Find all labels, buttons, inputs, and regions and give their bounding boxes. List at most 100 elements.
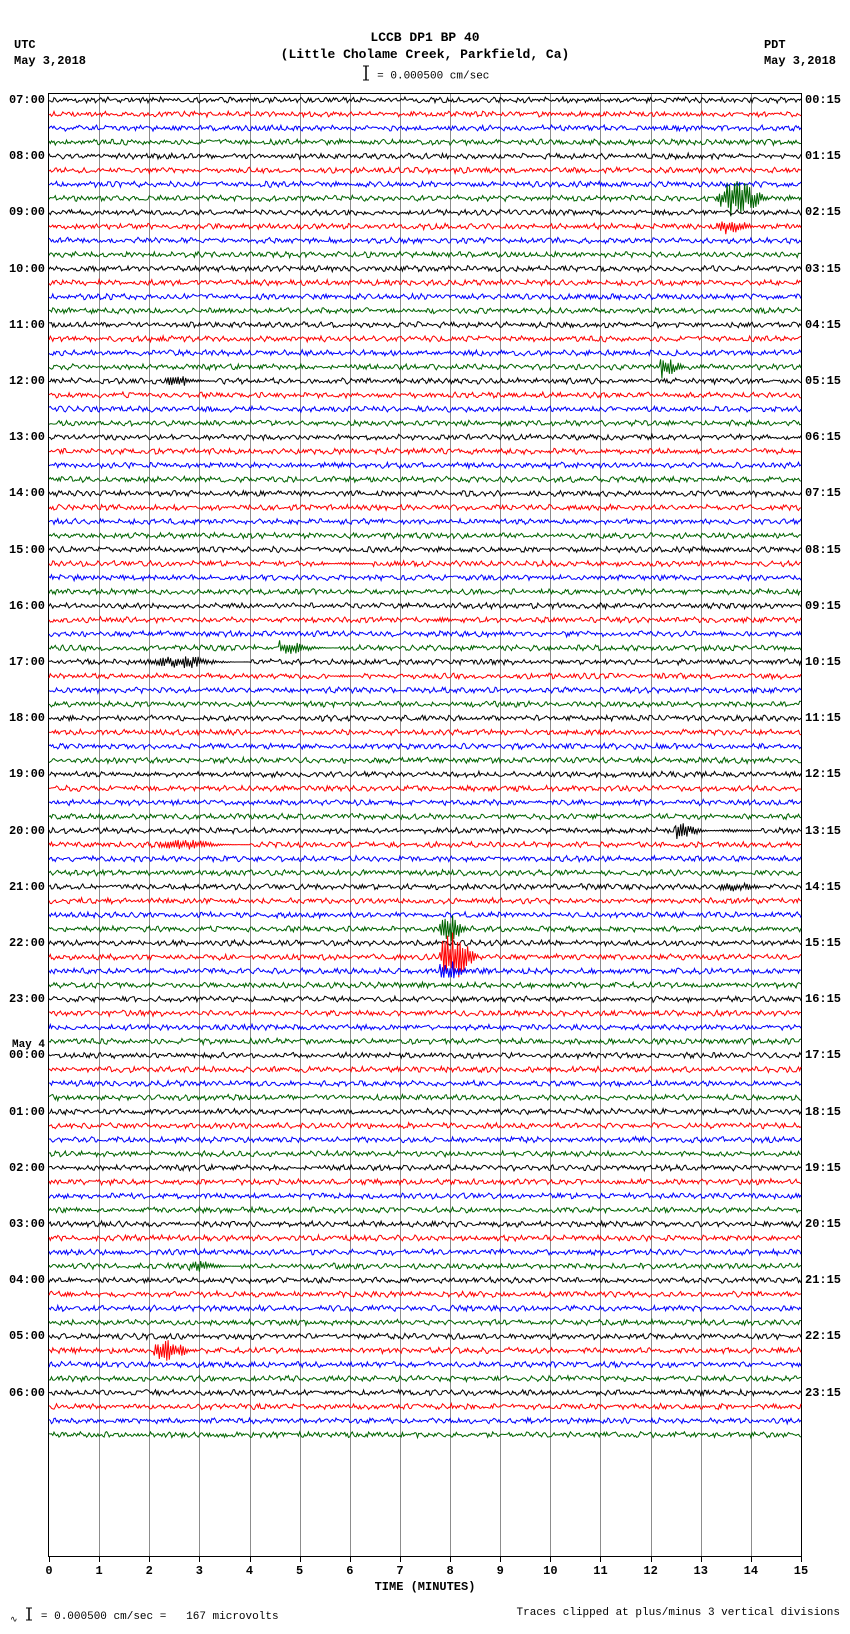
y-label-right: 16:15 (801, 992, 841, 1006)
seismic-trace (49, 308, 801, 314)
x-tick (801, 1556, 802, 1562)
seismic-trace (49, 915, 801, 941)
seismic-trace (49, 476, 801, 482)
y-label-left: 18:00 (9, 711, 49, 725)
y-label-right: 17:15 (801, 1048, 841, 1062)
seismic-trace (49, 252, 801, 258)
y-label-left: 13:00 (9, 430, 49, 444)
seismic-trace (49, 961, 801, 978)
seismic-trace (49, 1376, 801, 1382)
seismic-trace (49, 533, 801, 539)
y-label-left: 20:00 (9, 824, 49, 838)
seismic-trace (49, 1207, 801, 1213)
seismic-trace (49, 209, 801, 215)
y-label-right: 09:15 (801, 599, 841, 613)
y-label-right: 01:15 (801, 149, 841, 163)
footer-left: ∿ = 0.000500 cm/sec = 167 microvolts (10, 1607, 279, 1625)
seismic-trace (49, 376, 801, 385)
y-label-right: 21:15 (801, 1273, 841, 1287)
y-label-right: 00:15 (801, 93, 841, 107)
x-tick-label: 7 (396, 1564, 403, 1578)
y-label-right: 06:15 (801, 430, 841, 444)
header-left-block: UTC May 3,2018 (14, 38, 86, 69)
y-label-left: 09:00 (9, 205, 49, 219)
seismic-trace (49, 237, 801, 243)
seismic-trace (49, 1291, 801, 1297)
tz-right: PDT (764, 38, 836, 54)
seismic-trace (49, 434, 801, 440)
seismic-trace (49, 1137, 801, 1143)
x-tick (600, 1556, 601, 1562)
seismic-trace (49, 1123, 801, 1129)
x-tick (701, 1556, 702, 1562)
x-tick-label: 10 (543, 1564, 557, 1578)
seismic-trace (49, 1362, 801, 1368)
seismic-trace (49, 167, 801, 173)
x-tick-label: 12 (643, 1564, 657, 1578)
seismic-trace (49, 589, 801, 595)
x-tick (550, 1556, 551, 1562)
seismic-trace (49, 1221, 801, 1227)
seismic-trace (49, 1319, 801, 1325)
x-tick-label: 11 (593, 1564, 607, 1578)
y-label-right: 08:15 (801, 543, 841, 557)
scale-text: = 0.000500 cm/sec (371, 70, 490, 82)
seismic-trace (49, 743, 801, 749)
seismic-trace (49, 715, 801, 721)
seismic-trace (49, 575, 801, 581)
date-left: May 3,2018 (14, 54, 86, 70)
seismic-trace (49, 504, 801, 510)
seismic-trace (49, 111, 801, 117)
seismic-trace (49, 1390, 801, 1396)
seismic-trace (49, 1165, 801, 1171)
seismic-trace (49, 125, 801, 131)
seismic-trace (49, 1235, 801, 1241)
y-label-right: 20:15 (801, 1217, 841, 1231)
y-label-left: 16:00 (9, 599, 49, 613)
seismic-trace (49, 1151, 801, 1157)
y-label-left: 00:00 (9, 1048, 49, 1062)
seismic-trace (49, 139, 801, 145)
y-label-left: 17:00 (9, 655, 49, 669)
seismic-trace (49, 153, 801, 159)
seismic-trace (49, 280, 801, 286)
seismic-trace (49, 631, 801, 637)
seismic-trace (49, 1261, 801, 1272)
seismic-trace (49, 729, 801, 735)
seismic-trace (49, 982, 801, 988)
y-label-right: 19:15 (801, 1161, 841, 1175)
y-label-right: 10:15 (801, 655, 841, 669)
y-label-right: 07:15 (801, 486, 841, 500)
y-label-left: 01:00 (9, 1105, 49, 1119)
y-label-right: 18:15 (801, 1105, 841, 1119)
x-tick (450, 1556, 451, 1562)
seismic-trace (49, 883, 801, 891)
title-line1: LCCB DP1 BP 40 (0, 30, 850, 47)
title-line2: (Little Cholame Creek, Parkfield, Ca) (0, 47, 850, 64)
x-tick (500, 1556, 501, 1562)
scale-bar-icon (361, 64, 371, 87)
x-tick (751, 1556, 752, 1562)
y-label-right: 12:15 (801, 767, 841, 781)
y-label-left: 04:00 (9, 1273, 49, 1287)
helicorder-plot: TIME (MINUTES) 012345678910111213141507:… (48, 93, 802, 1557)
x-tick (300, 1556, 301, 1562)
date-right: May 3,2018 (764, 54, 836, 70)
x-tick (199, 1556, 200, 1562)
seismic-trace (49, 1340, 801, 1361)
seismic-trace (49, 1095, 801, 1101)
header-right-block: PDT May 3,2018 (764, 38, 836, 69)
seismic-trace (49, 294, 801, 300)
seismic-trace (49, 996, 801, 1002)
x-tick (99, 1556, 100, 1562)
seismic-trace (49, 757, 801, 763)
y-label-left: 12:00 (9, 374, 49, 388)
seismic-trace (49, 266, 801, 272)
x-tick (400, 1556, 401, 1562)
tz-left: UTC (14, 38, 86, 54)
seismic-trace (49, 786, 801, 792)
seismic-trace (49, 222, 801, 235)
seismic-trace (49, 603, 801, 609)
seismic-trace (49, 673, 801, 679)
x-tick-label: 2 (146, 1564, 153, 1578)
